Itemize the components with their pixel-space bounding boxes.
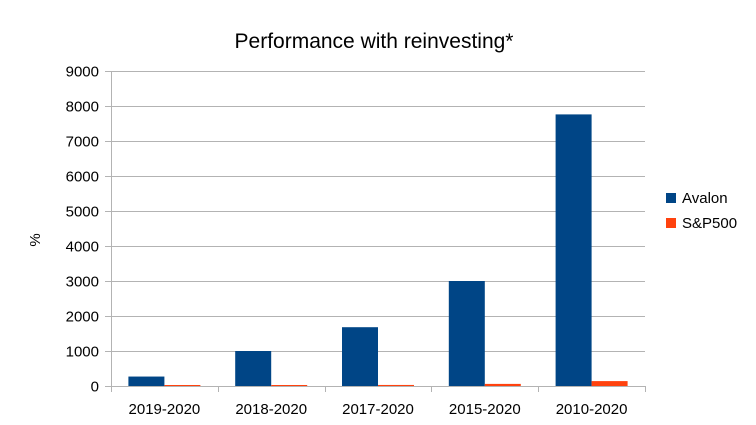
bar-avalon-0 [128,376,165,386]
x-tick-label: 2018-2020 [235,401,307,418]
y-tick-label: 1000 [66,344,99,361]
y-tick-label: 3000 [66,274,99,291]
x-tick-label: 2019-2020 [129,401,201,418]
bar-sp500-3 [484,383,521,386]
y-axis-label: % [27,233,44,246]
bars [128,114,628,387]
bar-avalon-2 [342,327,378,386]
legend-swatch [666,193,676,203]
bar-avalon-3 [448,281,485,386]
bar-avalon-4 [555,114,592,387]
bar-sp500-1 [271,385,308,386]
x-tick-label: 2017-2020 [342,401,414,418]
x-tick-label: 2015-2020 [449,401,521,418]
legend: Avalon S&P500 [666,190,737,232]
chart-title: Performance with reinvesting* [235,30,514,53]
bar-sp500-2 [378,384,414,386]
y-tick-label: 0 [91,379,99,396]
y-tick-label: 7000 [66,134,99,151]
x-tick-label: 2010-2020 [556,401,628,418]
legend-label: S&P500 [682,215,737,232]
bar-avalon-1 [235,351,272,386]
gridlines [105,71,646,392]
legend-swatch [666,218,676,228]
y-tick-label: 2000 [66,309,99,326]
bar-sp500-4 [591,381,628,386]
legend-label: Avalon [682,190,728,207]
y-tick-label: 9000 [66,64,99,81]
x-tick-labels: 2019-2020 2018-2020 2017-2020 2015-2020 2010… [129,401,628,418]
y-tick-label: 8000 [66,99,99,116]
y-tick-label: 6000 [66,169,99,186]
y-tick-label: 5000 [66,204,99,221]
y-tick-label: 4000 [66,239,99,256]
bar-sp500-0 [164,385,201,386]
y-tick-labels: 0 1000 2000 3000 4000 5000 6000 7000 8000 9000 [66,64,99,396]
